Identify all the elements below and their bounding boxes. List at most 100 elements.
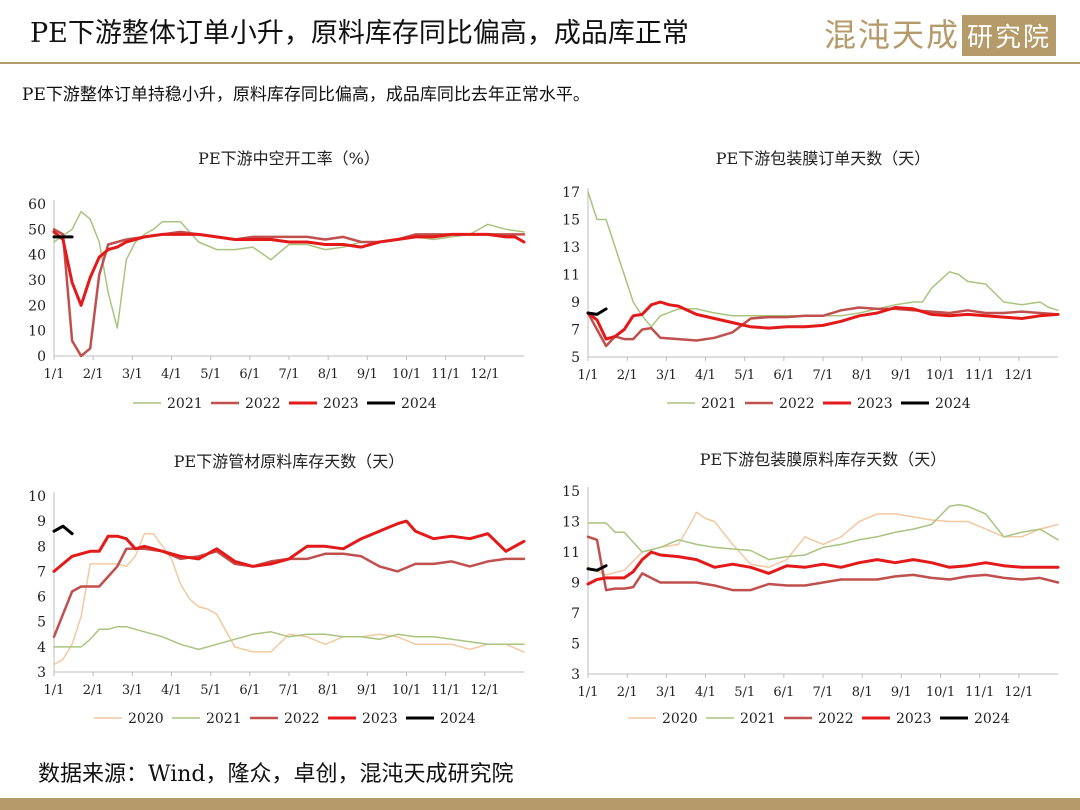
series-line-2021: [53, 210, 525, 329]
logo-box-text: 研究院: [961, 15, 1056, 56]
y-tick-label: 9: [37, 514, 46, 530]
series-line-2022: [586, 306, 1060, 348]
x-tick-label: 2/1: [617, 368, 638, 383]
x-tick-label: 6/1: [239, 683, 260, 698]
x-tick-label: 5/1: [734, 685, 755, 700]
series-line-2021: [587, 191, 1059, 328]
x-tick-label: 7/1: [279, 683, 300, 698]
x-tick-label: 5/1: [200, 683, 221, 698]
y-tick-label: 60: [28, 197, 46, 213]
legend-label: 2022: [818, 711, 854, 727]
legend-label: 2024: [401, 396, 437, 412]
y-tick-label: 10: [28, 324, 46, 340]
x-tick-label: 3/1: [656, 685, 677, 700]
chart-title: PE下游管材原料库存天数（天）: [174, 452, 404, 471]
x-tick-label: 4/1: [161, 367, 182, 382]
x-tick-label: 2/1: [83, 683, 104, 698]
y-tick-label: 50: [28, 222, 46, 238]
y-tick-label: 6: [37, 590, 46, 606]
x-tick-label: 3/1: [122, 367, 143, 382]
x-tick-label: 1/1: [578, 368, 599, 383]
legend-label: 2022: [245, 396, 281, 412]
x-tick-label: 8/1: [852, 685, 873, 700]
x-tick-label: 6/1: [239, 367, 260, 382]
x-tick-label: 9/1: [891, 368, 912, 383]
x-tick-label: 8/1: [852, 368, 873, 383]
x-tick-label: 9/1: [357, 367, 378, 382]
chart-title: PE下游包装膜原料库存天数（天）: [700, 450, 946, 469]
series-line-2024: [586, 564, 608, 572]
series-line-2021: [587, 503, 1059, 561]
brand-logo: 混沌天成 研究院: [824, 10, 1056, 56]
x-tick-label: 10/1: [926, 685, 955, 700]
x-tick-label: 11/1: [965, 368, 994, 383]
y-tick-label: 0: [37, 349, 46, 365]
x-tick-label: 9/1: [357, 683, 378, 698]
legend-label: 2023: [362, 711, 398, 727]
y-tick-label: 8: [37, 539, 46, 555]
y-tick-label: 20: [28, 298, 46, 314]
series-line-2023: [52, 519, 526, 573]
x-tick-label: 12/1: [1004, 368, 1033, 383]
y-tick-label: 11: [562, 268, 580, 284]
x-tick-label: 10/1: [392, 683, 421, 698]
x-tick-label: 3/1: [656, 368, 677, 383]
x-tick-label: 12/1: [1004, 685, 1033, 700]
footer-band: [0, 798, 1080, 810]
y-tick-label: 10: [28, 489, 46, 505]
legend-label: 2024: [440, 711, 476, 727]
y-tick-label: 13: [562, 515, 580, 531]
x-tick-label: 10/1: [392, 367, 421, 382]
y-tick-label: 40: [28, 248, 46, 264]
page-subtitle: PE下游整体订单持稳小升，原料库存同比偏高，成品库同比去年正常水平。: [22, 85, 590, 105]
x-tick-label: 9/1: [891, 685, 912, 700]
series-line-2020: [587, 511, 1059, 576]
y-tick-label: 9: [571, 295, 580, 311]
legend-label: 2021: [206, 711, 242, 727]
y-tick-label: 5: [571, 637, 580, 653]
x-tick-label: 12/1: [470, 683, 499, 698]
x-tick-label: 4/1: [695, 685, 716, 700]
page-title: PE下游整体订单小升，原料库存同比偏高，成品库正常: [30, 18, 689, 49]
chart-title: PE下游中空开工率（%）: [198, 149, 380, 168]
legend-label: 2024: [935, 396, 971, 412]
legend-label: 2024: [974, 711, 1010, 727]
legend-label: 2021: [167, 396, 203, 412]
y-tick-label: 5: [37, 615, 46, 631]
y-tick-label: 11: [562, 545, 580, 561]
y-tick-label: 9: [571, 576, 580, 592]
x-tick-label: 5/1: [734, 368, 755, 383]
x-tick-label: 6/1: [773, 685, 794, 700]
y-tick-label: 5: [571, 350, 580, 366]
y-tick-label: 3: [37, 665, 46, 681]
legend-label: 2020: [128, 711, 164, 727]
legend-label: 2023: [857, 396, 893, 412]
series-line-2023: [586, 300, 1060, 341]
legend-label: 2023: [323, 396, 359, 412]
legend-label: 2021: [740, 711, 776, 727]
legend-label: 2023: [896, 711, 932, 727]
x-tick-label: 4/1: [161, 683, 182, 698]
chart-title: PE下游包装膜订单天数（天）: [716, 149, 930, 168]
x-tick-label: 1/1: [44, 683, 65, 698]
x-tick-label: 4/1: [695, 368, 716, 383]
y-tick-label: 13: [562, 240, 580, 256]
chart-film-order-days: PE下游包装膜订单天数（天） 5 7 9 11 13 15 17 1/1 2/1 3/1 4/1 5/1…: [562, 149, 1060, 412]
y-tick-label: 15: [562, 213, 580, 229]
x-tick-label: 5/1: [200, 367, 221, 382]
y-tick-label: 7: [571, 606, 580, 622]
x-tick-label: 6/1: [773, 368, 794, 383]
x-tick-label: 11/1: [431, 683, 460, 698]
x-tick-label: 7/1: [279, 367, 300, 382]
y-tick-label: 7: [571, 323, 580, 339]
x-tick-label: 11/1: [965, 685, 994, 700]
x-tick-label: 7/1: [813, 368, 834, 383]
x-tick-label: 7/1: [813, 685, 834, 700]
series-line-2023: [52, 230, 526, 307]
series-line-2024: [52, 524, 74, 536]
x-tick-label: 3/1: [122, 683, 143, 698]
y-tick-label: 7: [37, 564, 46, 580]
y-tick-label: 30: [28, 273, 46, 289]
x-tick-label: 11/1: [431, 367, 460, 382]
chart-film-raw-inventory-days: PE下游包装膜原料库存天数（天） 3 5 7 9 11 13 15 1/1 2/1 3/1 4/1 5/…: [562, 450, 1060, 727]
